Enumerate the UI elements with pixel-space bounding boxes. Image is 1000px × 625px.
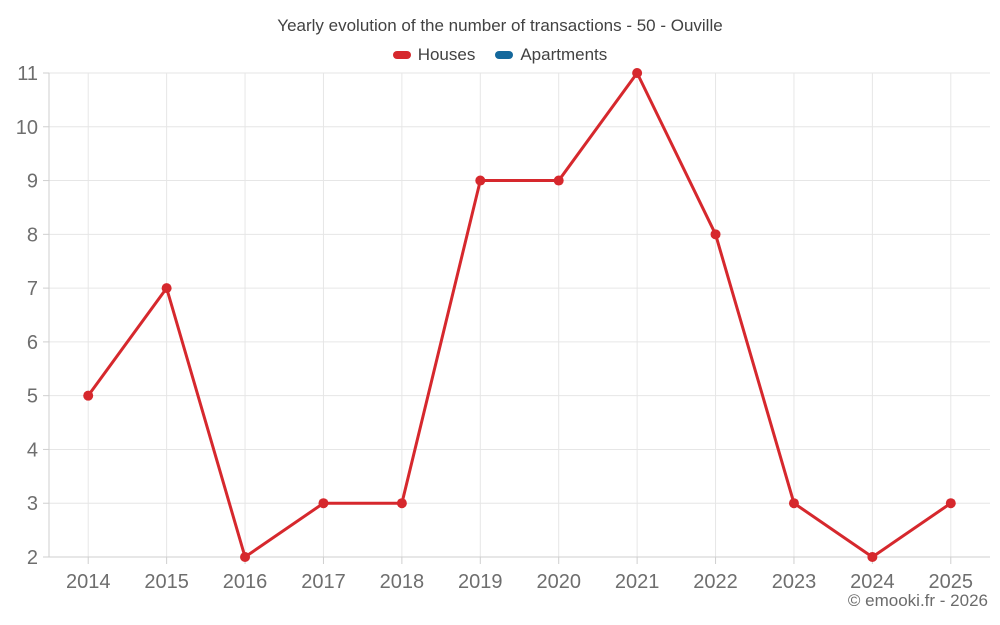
chart-title: Yearly evolution of the number of transa… [277, 16, 723, 35]
legend-swatch-houses [392, 51, 411, 59]
y-axis-label: 10 [16, 117, 38, 139]
data-point-houses[interactable] [83, 390, 94, 401]
y-axis-label: 3 [27, 493, 38, 515]
y-axis-label: 5 [27, 386, 38, 408]
x-axis-label: 2024 [850, 571, 895, 593]
y-axis-label: 6 [27, 332, 38, 354]
x-axis-label: 2020 [536, 571, 581, 593]
y-axis-label: 2 [27, 547, 38, 569]
x-axis-label: 2019 [458, 571, 503, 593]
data-point-houses[interactable] [318, 498, 329, 509]
legend-label-houses: Houses [417, 45, 476, 64]
data-point-houses[interactable] [396, 498, 407, 509]
data-point-houses[interactable] [161, 283, 172, 294]
data-point-houses[interactable] [553, 175, 564, 186]
x-axis-label: 2015 [144, 571, 189, 593]
series-line-houses [86, 71, 953, 559]
legend-item-apartments[interactable]: Apartments [495, 45, 607, 65]
y-axis-label: 7 [27, 278, 38, 300]
data-point-houses[interactable] [240, 552, 251, 562]
data-point-houses[interactable] [475, 175, 486, 186]
y-axis-label: 4 [27, 439, 38, 461]
x-axis-label: 2025 [929, 571, 974, 593]
y-axis-label: 11 [17, 63, 38, 85]
data-point-houses[interactable] [788, 498, 799, 509]
y-axis-label: 8 [27, 224, 38, 246]
x-axis-label: 2016 [223, 571, 268, 593]
x-axis-label: 2017 [301, 571, 346, 593]
data-point-houses[interactable] [710, 229, 721, 240]
data-point-houses[interactable] [945, 498, 956, 509]
y-axis-label: 9 [27, 171, 38, 193]
x-axis-label: 2018 [380, 571, 425, 593]
x-axis-label: 2022 [693, 571, 738, 593]
x-axis-label: 2021 [615, 571, 660, 593]
x-axis-label: 2023 [772, 571, 817, 593]
x-axis-label: 2014 [66, 571, 111, 593]
legend-label-apartments: Apartments [520, 45, 608, 64]
legend-item-houses[interactable]: Houses [392, 45, 476, 65]
copyright-footer: © emooki.fr - 2026 [847, 591, 988, 610]
legend-swatch-apartments [495, 51, 514, 59]
chart-legend: Houses Apartments [0, 45, 1000, 65]
data-point-houses[interactable] [632, 68, 643, 78]
data-point-houses[interactable] [867, 552, 878, 562]
